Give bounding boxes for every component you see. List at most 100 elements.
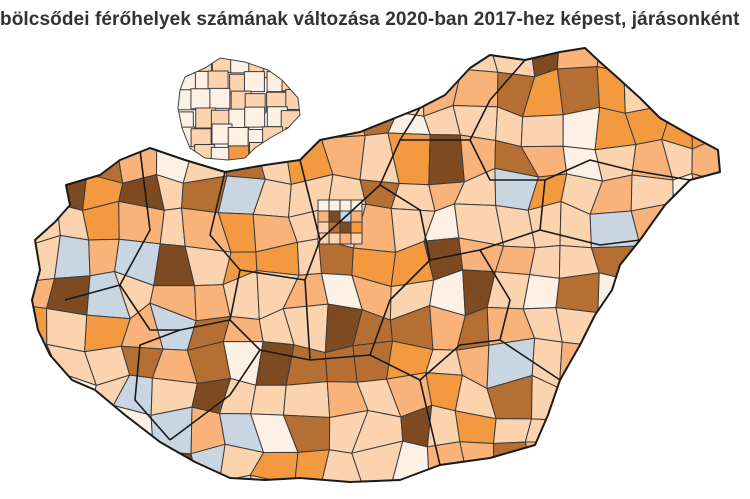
- inset-district: [244, 106, 266, 128]
- district-region: [32, 106, 54, 150]
- inset-district: [243, 71, 265, 93]
- district-region: [195, 481, 230, 482]
- district-region: [692, 305, 720, 352]
- district-regions: [32, 40, 750, 499]
- budapest-district: [328, 232, 341, 245]
- district-region: [697, 201, 720, 246]
- district-region: [292, 485, 327, 499]
- budapest-district: [339, 199, 352, 212]
- budapest-district: [317, 210, 330, 223]
- inset-district: [190, 88, 212, 110]
- district-region: [731, 383, 750, 422]
- district-region: [92, 481, 121, 482]
- district-region: [727, 134, 750, 185]
- district-region: [354, 70, 398, 113]
- district-region: [558, 341, 594, 389]
- district-region: [114, 100, 158, 149]
- district-region: [690, 241, 720, 279]
- district-region: [522, 274, 560, 310]
- district-region: [662, 240, 702, 279]
- budapest-district: [317, 199, 330, 212]
- district-region: [249, 451, 299, 482]
- district-region: [630, 174, 674, 212]
- inset-district: [285, 88, 300, 110]
- district-region: [727, 111, 750, 136]
- district-region: [48, 102, 85, 149]
- inset-district: [280, 110, 300, 132]
- district-region: [725, 305, 750, 351]
- district-region: [658, 270, 693, 310]
- district-region: [32, 48, 63, 83]
- district-region: [727, 202, 750, 250]
- budapest-district: [339, 232, 352, 245]
- budapest-district: [350, 232, 363, 245]
- district-region: [628, 440, 670, 482]
- district-region: [219, 474, 264, 482]
- county-border-line: [229, 279, 311, 361]
- district-region: [692, 370, 720, 423]
- district-region: [283, 381, 331, 418]
- district-region: [387, 485, 433, 499]
- district-region: [320, 449, 365, 482]
- inset-district: [227, 126, 249, 148]
- district-region: [363, 485, 391, 499]
- district-region: [692, 346, 720, 388]
- district-region: [633, 372, 673, 412]
- district-region: [52, 72, 85, 108]
- district-region: [558, 383, 594, 422]
- district-region: [555, 272, 600, 314]
- district-region: [80, 48, 131, 74]
- district-region: [628, 409, 672, 443]
- district-region: [456, 486, 494, 499]
- county-border-line: [309, 354, 441, 466]
- district-region: [657, 305, 700, 348]
- district-region: [292, 48, 329, 80]
- district-region: [489, 486, 535, 499]
- district-region: [727, 422, 750, 450]
- district-region: [114, 48, 155, 76]
- district-region: [114, 475, 159, 482]
- district-region: [32, 481, 50, 482]
- district-region: [533, 472, 574, 482]
- map-title: bölcsődei férőhelyek számának változása …: [0, 9, 740, 30]
- district-region: [459, 441, 495, 482]
- district-region: [668, 409, 699, 443]
- district-region: [691, 409, 720, 451]
- district-region: [589, 485, 641, 499]
- district-region: [666, 48, 709, 78]
- district-region: [319, 70, 358, 107]
- district-region: [390, 183, 436, 212]
- district-region: [356, 48, 391, 83]
- district-region: [566, 472, 592, 482]
- district-region: [623, 48, 670, 78]
- country-border: [31, 47, 721, 483]
- district-region: [562, 106, 601, 151]
- district-region: [662, 202, 702, 246]
- district-region: [428, 134, 465, 186]
- district-region: [81, 132, 124, 184]
- inset-district: [281, 70, 300, 92]
- district-region: [661, 441, 706, 479]
- district-region: [53, 48, 90, 83]
- district-region: [725, 345, 750, 387]
- district-region: [32, 172, 58, 205]
- district-region: [592, 377, 636, 411]
- district-region: [32, 404, 52, 446]
- hungary-districts-map: [31, 40, 750, 499]
- district-region: [45, 444, 95, 482]
- district-region: [80, 67, 131, 104]
- district-region: [626, 473, 669, 482]
- district-region: [320, 104, 366, 139]
- inset-district: [281, 58, 300, 76]
- district-region: [125, 67, 155, 114]
- district-region: [385, 48, 434, 83]
- district-region: [632, 270, 667, 321]
- district-region: [32, 235, 61, 283]
- district-region: [728, 269, 750, 309]
- budapest-inset-map: [177, 57, 301, 161]
- district-region: [32, 147, 50, 179]
- district-region: [596, 66, 626, 114]
- district-region: [728, 40, 750, 74]
- district-region: [691, 441, 720, 482]
- county-border-line: [169, 349, 261, 441]
